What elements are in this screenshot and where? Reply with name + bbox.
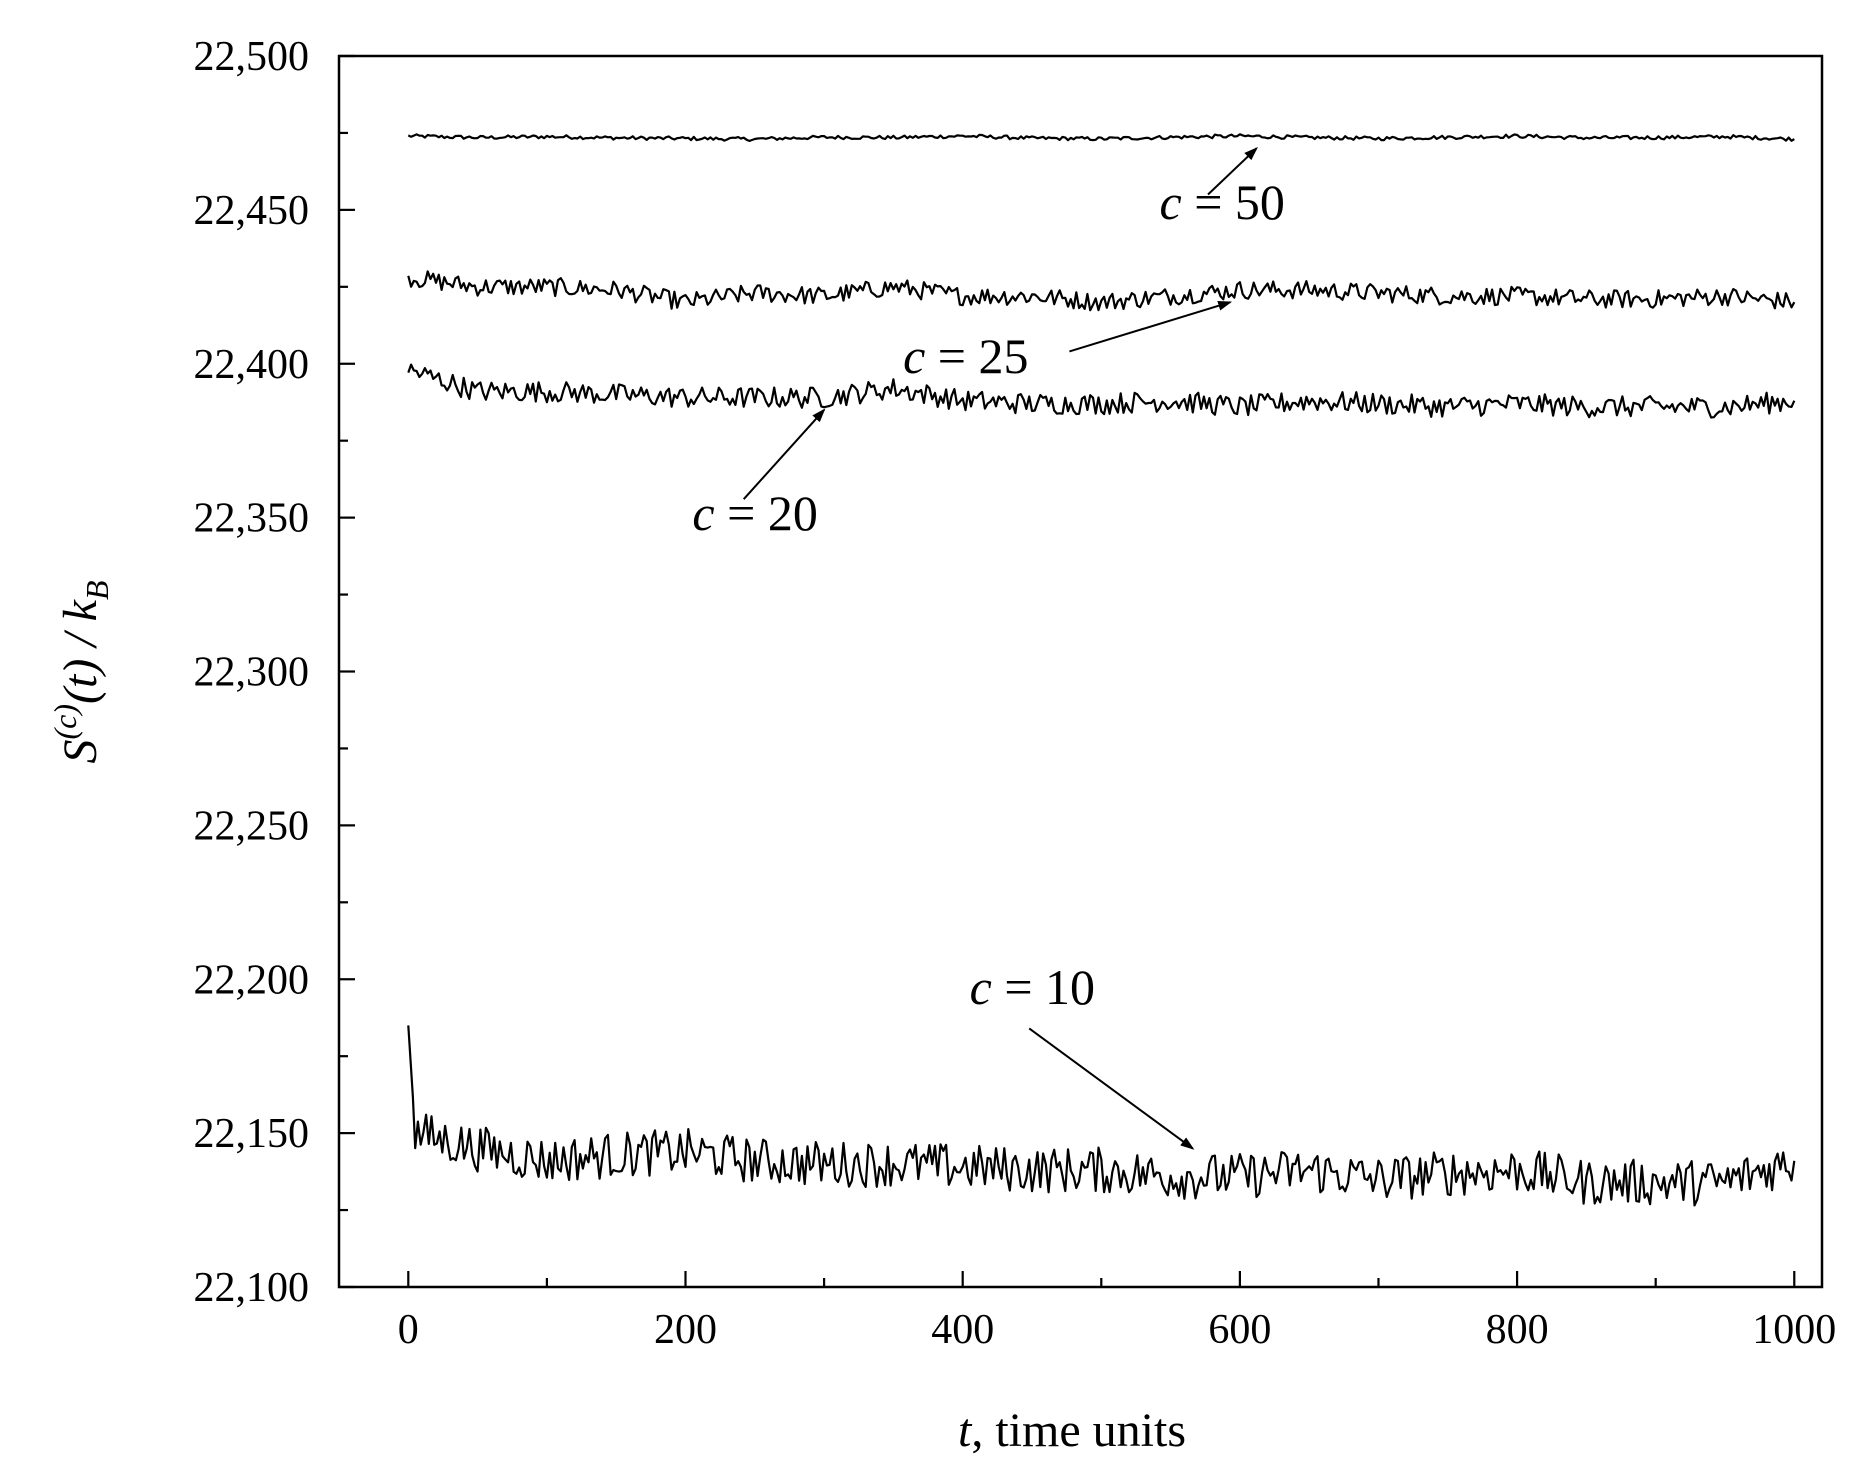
y-tick-label: 22,200 [194,957,310,1003]
x-tick-label: 400 [931,1307,994,1353]
y-tick-label: 22,150 [194,1111,310,1157]
x-axis-ticks [407,1271,1796,1287]
annotation-label-var: c [970,959,992,1015]
series-lines [407,133,1796,1207]
annotation-label-c20: c = 20 [692,485,817,541]
y-title-sub: B [79,580,115,600]
x-tick-label: 1000 [1752,1307,1836,1353]
annotation-arrow-c50 [1207,146,1258,196]
annotation-label-value: = 25 [925,328,1028,384]
x-axis-tick-labels: 0 200 400 600 800 1000 [398,1307,1836,1353]
y-title-t: (t) / [54,621,107,704]
series-line-c25 [407,270,1796,312]
y-tick-label: 22,500 [194,34,310,80]
y-tick-label: 22,300 [194,650,310,696]
annotation-label-var: c [903,328,925,384]
y-title-s: S [54,740,107,764]
x-axis-title-rest: , time units [971,1404,1186,1457]
annotation-label-c25: c = 25 [903,328,1028,384]
series-annotations: c = 50c = 25c = 20c = 10 [692,146,1285,1150]
x-tick-label: 200 [654,1307,717,1353]
y-tick-label: 22,100 [194,1265,310,1311]
x-axis-title-italic: t [958,1404,973,1457]
annotation-label-c50: c = 50 [1160,174,1285,230]
y-tick-label: 22,350 [194,496,310,542]
plot-frame [337,54,1824,1289]
annotation-label-value: = 20 [715,485,818,541]
x-tick-label: 800 [1486,1307,1549,1353]
y-tick-label: 22,400 [194,342,310,388]
annotation-label-value: = 10 [992,959,1095,1015]
annotation-arrow-c10 [1028,1027,1195,1150]
annotation-label-var: c [1160,174,1182,230]
series-line-c20 [407,363,1796,419]
y-title-k: k [54,598,107,621]
series-line-c50 [407,133,1795,142]
series-line-c10 [407,1025,1796,1207]
x-tick-label: 600 [1208,1307,1271,1353]
annotation-label-var: c [692,485,714,541]
x-tick-label: 0 [398,1307,419,1353]
y-axis-tick-labels: 22,100 22,150 22,200 22,250 22,300 22,350 22,4… [194,34,310,1311]
y-title-sup: (c) [47,704,83,740]
annotation-label-c10: c = 10 [970,959,1095,1015]
x-axis-title: t, time units [958,1404,1186,1457]
annotation-arrow-c20 [742,408,826,500]
annotation-label-value: = 50 [1182,174,1285,230]
y-axis-ticks [339,54,355,1289]
y-tick-label: 22,250 [194,803,310,849]
y-tick-label: 22,450 [194,188,310,234]
annotation-arrow-c25 [1069,300,1233,353]
y-axis-title: S(c)(t) / kB [47,580,115,763]
